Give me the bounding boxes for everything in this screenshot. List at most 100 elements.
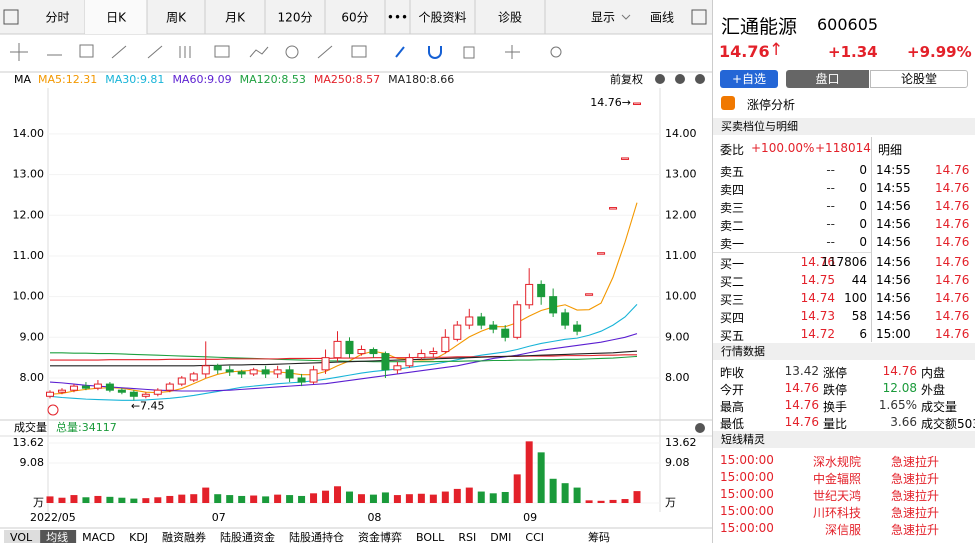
tab[interactable]: ••• — [387, 11, 408, 25]
adjust-menu[interactable]: 前复权 — [610, 72, 643, 86]
indicator-tab[interactable]: DMI — [490, 531, 511, 543]
y-tick-label-right: 13.00 — [665, 168, 697, 181]
indicator-tab[interactable]: 资金博弈 — [358, 530, 402, 543]
control-icon[interactable] — [695, 74, 705, 84]
market-label: 成交量 — [921, 400, 958, 414]
chart-panel: 分时 日K 周K 月K 120分 60分 ••• 个股资料 诊股 显示 画线 MA MA5:12.31 M… — [0, 0, 712, 543]
news-stock[interactable]: 深水规院 — [812, 455, 861, 469]
candle-body — [477, 316, 486, 326]
tab-orderbook[interactable]: 盘口 — [786, 70, 869, 88]
event-marker[interactable] — [47, 404, 59, 416]
tab[interactable]: 诊股 — [498, 11, 522, 25]
tab-forum[interactable]: 论股堂 — [870, 70, 968, 88]
ma-legend-item: MA120:8.53 — [240, 73, 306, 86]
volume-bar — [70, 495, 78, 503]
news-stock[interactable]: 世纪天鸿 — [812, 489, 861, 503]
candle-body — [165, 383, 174, 391]
news-time[interactable]: 15:00:00 — [720, 504, 774, 518]
market-value: 1.65% — [878, 398, 917, 412]
indicator-tab[interactable]: VOL — [10, 531, 33, 543]
display-menu[interactable]: 显示 — [591, 11, 615, 25]
layout-icon[interactable] — [3, 9, 19, 25]
ma-label: MA — [14, 73, 31, 86]
volume-bar — [202, 487, 210, 503]
news-event[interactable]: 急速拉升 — [891, 489, 940, 503]
control-icon[interactable] — [675, 74, 685, 84]
tab[interactable]: 60分 — [341, 11, 368, 25]
news-stock[interactable]: 深信服 — [824, 523, 861, 537]
volume-bar — [405, 494, 413, 503]
volume-bar — [549, 478, 557, 503]
tick-time: 14:56 — [876, 273, 911, 287]
settings-icon[interactable] — [695, 423, 705, 433]
price-arrow: ↑ — [769, 40, 784, 60]
indicator-tab-bg — [4, 530, 41, 543]
tick-time: 14:56 — [876, 309, 911, 323]
panel-icon[interactable] — [691, 9, 707, 25]
volume-bar — [214, 494, 222, 503]
news-time[interactable]: 15:00:00 — [720, 453, 774, 467]
ma-legend-item: MA30:9.81 — [105, 73, 164, 86]
volume-bar — [94, 495, 102, 503]
y-tick-label-right: 8.00 — [665, 371, 690, 384]
candle-body — [177, 377, 186, 385]
analysis-icon — [721, 96, 735, 110]
indicator-tab[interactable]: 陆股通资金 — [220, 530, 275, 543]
level-volume: 6 — [859, 327, 867, 341]
volume-bar — [82, 497, 90, 503]
stock-name: 汇通能源 — [721, 16, 798, 38]
candle-body — [105, 383, 114, 391]
indicator-tab[interactable]: BOLL — [416, 531, 445, 543]
drawing-tools[interactable] — [10, 43, 562, 61]
news-event[interactable]: 急速拉升 — [891, 506, 940, 520]
candle-body — [141, 393, 150, 397]
news-event[interactable]: 急速拉升 — [891, 455, 940, 469]
tab[interactable]: 120分 — [278, 11, 313, 25]
indicator-tab[interactable]: 融资融券 — [162, 530, 206, 543]
price-annotation: ←7.45 — [131, 399, 165, 412]
indicator-tab[interactable]: CCI — [525, 531, 544, 543]
y-tick-label-right: 11.00 — [665, 249, 697, 262]
tab[interactable]: 周K — [166, 11, 187, 25]
candle-body — [357, 349, 366, 355]
news-event[interactable]: 急速拉升 — [891, 472, 940, 486]
tab[interactable]: 分时 — [45, 11, 69, 25]
candle-body — [381, 353, 390, 371]
indicator-tab[interactable]: 均线 — [46, 530, 68, 543]
indicator-tab[interactable]: 陆股通持仓 — [289, 530, 344, 543]
volume-bar — [513, 474, 521, 503]
y-tick-label-right: 13.62 — [665, 436, 697, 449]
tick-time: 14:56 — [876, 199, 911, 213]
add-watchlist[interactable]: +自选 — [720, 70, 778, 88]
tab[interactable]: 个股资料 — [418, 11, 466, 25]
indicator-tab[interactable]: RSI — [458, 531, 476, 543]
ma-legend-item: MA250:8.57 — [314, 73, 380, 86]
level-price: 14.75 — [800, 273, 835, 287]
tab[interactable]: 月K — [225, 11, 246, 25]
level-label: 买三 — [720, 293, 745, 307]
tab[interactable]: 日K — [106, 11, 127, 25]
news-stock[interactable]: 川环科技 — [812, 506, 861, 520]
indicator-tab[interactable]: MACD — [82, 531, 115, 543]
x-tick-label: 2022/05 — [30, 511, 76, 524]
news-stock[interactable]: 中金辐照 — [812, 472, 861, 486]
market-label: 换手 — [823, 400, 848, 414]
news-event[interactable]: 急速拉升 — [891, 523, 940, 537]
control-icon[interactable] — [655, 74, 665, 84]
level-price: 14.73 — [800, 309, 835, 323]
indicator-tab[interactable]: KDJ — [129, 531, 148, 543]
indicator-tab[interactable]: 筹码 — [588, 530, 610, 543]
news-time[interactable]: 15:00:00 — [720, 470, 774, 484]
market-label: 成交额503 — [921, 417, 975, 431]
limit-analysis[interactable]: 涨停分析 — [747, 98, 796, 112]
volume-bar — [465, 487, 473, 503]
y-tick-label: 14.00 — [13, 127, 45, 140]
news-time[interactable]: 15:00:00 — [720, 487, 774, 501]
tick-price: 14.76 — [935, 199, 970, 213]
candle-body — [405, 357, 414, 367]
candle-body — [129, 391, 138, 397]
draw-menu[interactable]: 画线 — [650, 11, 674, 25]
candle-body — [93, 383, 102, 389]
news-time[interactable]: 15:00:00 — [720, 521, 774, 535]
